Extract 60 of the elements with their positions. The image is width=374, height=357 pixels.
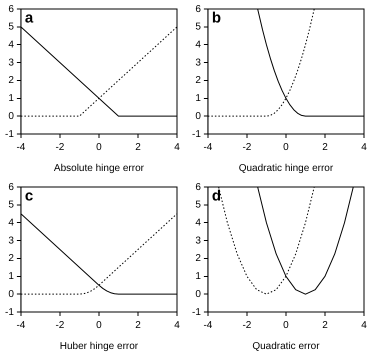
x-axis-title: Absolute hinge error [54, 162, 145, 174]
y-tick-label: 6 [195, 182, 202, 193]
y-tick-label: 3 [8, 235, 14, 246]
x-tick-label: -4 [16, 142, 26, 153]
annotation: d [212, 188, 222, 205]
x-tick-label: 0 [96, 142, 102, 153]
y-tick-label: 2 [195, 75, 202, 86]
y-tick-label: -1 [192, 128, 202, 140]
x-tick-label: -2 [242, 320, 252, 331]
x-tick-label: -4 [203, 320, 213, 331]
annotation: a [24, 10, 34, 27]
x-tick-label: -2 [242, 142, 252, 153]
x-tick-label: 0 [96, 320, 102, 331]
y-tick-label: 5 [195, 22, 202, 33]
y-tick-label: 3 [195, 235, 202, 246]
x-tick-label: -2 [55, 142, 65, 153]
x-tick-label: -4 [16, 320, 26, 331]
y-tick-label: 6 [8, 4, 14, 15]
x-tick-label: 4 [174, 142, 180, 153]
y-tick-label: 6 [8, 182, 14, 193]
y-tick-label: 2 [195, 253, 202, 264]
x-tick-label: -2 [55, 320, 65, 331]
y-tick-label: -1 [4, 306, 14, 318]
y-tick-label: -1 [192, 306, 202, 318]
y-tick-label: 6 [195, 4, 202, 15]
x-axis-title: Quadratic error [252, 340, 320, 352]
x-tick-label: 0 [283, 320, 290, 331]
y-tick-label: 5 [8, 22, 14, 33]
y-tick-label: 1 [8, 271, 14, 282]
y-tick-label: 5 [8, 200, 14, 211]
annotation: c [24, 188, 34, 205]
y-tick-label: 2 [8, 75, 14, 86]
y-tick-label: 4 [8, 217, 14, 228]
y-tick-label: 2 [8, 253, 14, 264]
y-tick-label: 4 [195, 39, 202, 50]
x-tick-label: -4 [203, 142, 213, 153]
x-tick-label: 2 [322, 320, 328, 331]
y-tick-label: 1 [8, 93, 14, 104]
x-tick-label: 2 [322, 142, 328, 153]
x-tick-label: 2 [135, 142, 142, 153]
x-tick-label: 0 [283, 142, 290, 153]
y-tick-label: 4 [195, 217, 202, 228]
x-tick-label: 2 [135, 320, 142, 331]
x-tick-label: 4 [361, 142, 368, 153]
x-tick-label: 4 [361, 320, 368, 331]
y-tick-label: 0 [8, 110, 14, 122]
y-tick-label: 5 [195, 200, 202, 211]
x-tick-label: 4 [174, 320, 180, 331]
y-tick-label: 1 [195, 271, 202, 282]
annotation: b [212, 10, 222, 27]
y-tick-label: 1 [195, 93, 202, 104]
y-tick-label: 0 [195, 110, 202, 122]
x-axis-title: Quadratic hinge error [238, 162, 334, 174]
y-tick-label: 0 [8, 288, 14, 300]
y-tick-label: 3 [195, 57, 202, 68]
y-tick-label: 4 [8, 39, 14, 50]
y-tick-label: 0 [195, 288, 202, 300]
y-tick-label: 3 [8, 57, 14, 68]
y-tick-label: -1 [4, 128, 14, 140]
x-axis-title: Huber hinge error [60, 340, 139, 352]
